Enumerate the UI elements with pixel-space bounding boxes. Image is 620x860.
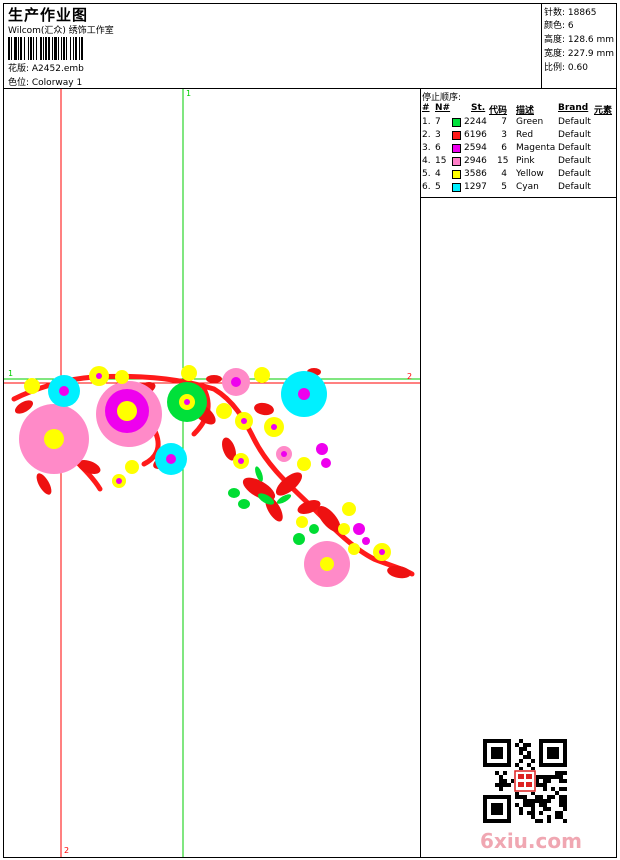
design-filename: 花版: A2452.emb: [8, 64, 84, 74]
col-header-code: 代码: [489, 106, 508, 116]
row-stitches: 2244: [464, 117, 487, 127]
stat-scale: 比例: 0.60: [544, 63, 588, 73]
color-swatch: [452, 157, 461, 166]
stat-height: 高度: 128.6 mm: [544, 35, 615, 45]
row-brand: Default: [558, 143, 591, 153]
col-header-element: 元素: [594, 106, 613, 116]
row-code: 3: [501, 130, 507, 140]
row-code: 7: [501, 117, 507, 127]
barcode-icon: [8, 37, 83, 60]
row-stitches: 2946: [464, 156, 487, 166]
row-stitches: 2594: [464, 143, 487, 153]
row-index: 1.: [422, 117, 431, 127]
row-description: Magenta: [516, 143, 556, 153]
production-sheet: 生产作业图 Wilcom(汇众) 绣饰工作室 花版: A2452.emb 色位:…: [3, 3, 617, 858]
row-stitches: 3586: [464, 169, 487, 179]
row-description: Cyan: [516, 182, 539, 192]
color-row: 2. 3 6196 3 Red Default: [421, 130, 616, 143]
row-description: Pink: [516, 156, 535, 166]
design-stats: 针数: 18865 颜色: 6 高度: 128.6 mm 宽度: 227.9 m…: [541, 4, 617, 88]
design-canvas: 1 1 2 2: [4, 89, 420, 857]
col-header-needle: N#: [435, 103, 451, 113]
row-brand: Default: [558, 156, 591, 166]
row-brand: Default: [558, 130, 591, 140]
color-row: 5. 4 3586 4 Yellow Default: [421, 169, 616, 182]
row-brand: Default: [558, 182, 591, 192]
panel-separator: [421, 197, 616, 198]
col-header-brand: Brand: [558, 103, 589, 113]
row-index: 4.: [422, 156, 431, 166]
row-code: 6: [501, 143, 507, 153]
row-needle: 5: [435, 182, 441, 192]
green-horizontal-guide-label: 1: [8, 369, 14, 378]
panel-divider: [420, 88, 421, 857]
row-needle: 3: [435, 130, 441, 140]
row-brand: Default: [558, 169, 591, 179]
color-swatch: [452, 118, 461, 127]
col-header-description: 描述: [516, 106, 535, 116]
red-vertical-guide-label: 2: [64, 846, 70, 855]
row-index: 6.: [422, 182, 431, 192]
color-swatch: [452, 131, 461, 140]
col-header-stitches: St.: [471, 103, 486, 113]
qr-code-icon: [483, 739, 567, 823]
stat-stitches: 针数: 18865: [544, 8, 597, 18]
row-needle: 6: [435, 143, 441, 153]
row-index: 3.: [422, 143, 431, 153]
row-brand: Default: [558, 117, 591, 127]
row-stitches: 6196: [464, 130, 487, 140]
color-row: 1. 7 2244 7 Green Default: [421, 117, 616, 130]
row-code: 4: [501, 169, 507, 179]
row-code: 5: [501, 182, 507, 192]
row-code: 15: [497, 156, 509, 166]
color-row: 6. 5 1297 5 Cyan Default: [421, 182, 616, 195]
color-swatch: [452, 183, 461, 192]
row-needle: 7: [435, 117, 441, 127]
row-description: Green: [516, 117, 544, 127]
stat-width: 宽度: 227.9 mm: [544, 49, 615, 59]
colorway-name: 色位: Colorway 1: [8, 78, 83, 88]
color-row: 3. 6 2594 6 Magenta Default: [421, 143, 616, 156]
row-needle: 4: [435, 169, 441, 179]
stat-colors: 颜色: 6: [544, 21, 574, 31]
row-index: 5.: [422, 169, 431, 179]
color-swatch: [452, 144, 461, 153]
embroidery-preview: [4, 89, 420, 857]
sheet-title: 生产作业图: [8, 6, 89, 24]
header-divider: [4, 88, 616, 89]
col-header-index: #: [422, 103, 430, 113]
embroidery-motif: [11, 365, 415, 587]
row-stitches: 1297: [464, 182, 487, 192]
sheet-header: 生产作业图 Wilcom(汇众) 绣饰工作室 花版: A2452.emb 色位:…: [4, 4, 541, 88]
row-index: 2.: [422, 130, 431, 140]
row-needle: 15: [435, 156, 447, 166]
stop-sequence-panel: 停止顺序: # N# St. 代码 描述 Brand 元素 1. 7 2244 7 Gr…: [421, 89, 616, 857]
stop-sequence-title: 停止顺序:: [422, 93, 462, 103]
green-vertical-guide-label: 1: [186, 89, 192, 98]
color-row: 4. 15 2946 15 Pink Default: [421, 156, 616, 169]
company-name: Wilcom(汇众) 绣饰工作室: [8, 26, 114, 36]
row-description: Red: [516, 130, 534, 140]
color-swatch: [452, 170, 461, 179]
row-description: Yellow: [516, 169, 544, 179]
red-horizontal-guide-label: 2: [407, 372, 413, 381]
site-logo: 6xiu.com: [480, 829, 582, 853]
